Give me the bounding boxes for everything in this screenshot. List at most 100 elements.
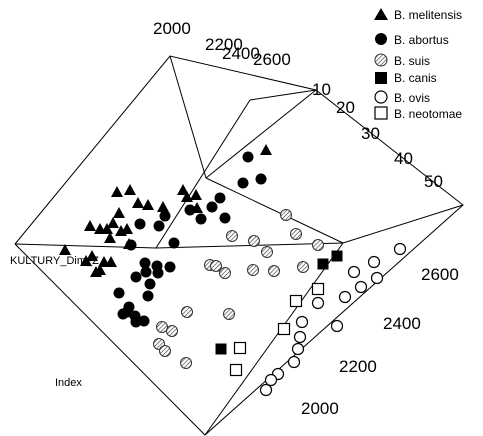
top-tick-label: 2600 bbox=[253, 50, 291, 69]
data-point bbox=[237, 177, 249, 189]
data-point bbox=[330, 319, 344, 333]
data-point bbox=[215, 343, 227, 355]
data-point bbox=[295, 315, 309, 329]
data-point bbox=[113, 207, 125, 218]
legend: B. melitensis B. abortus B. suis B. cani… bbox=[374, 8, 462, 121]
legend-item-b-suis: B. suis bbox=[374, 53, 430, 68]
left-axis-label: KULTURY_Dim_Z bbox=[10, 255, 99, 267]
right-lower-tick-label: 2400 bbox=[383, 314, 421, 333]
top-tick-label: 2000 bbox=[153, 19, 191, 38]
data-point bbox=[117, 308, 129, 320]
data-point bbox=[181, 306, 193, 318]
data-point bbox=[101, 223, 113, 234]
data-point bbox=[226, 230, 238, 242]
data-point bbox=[130, 316, 142, 328]
legend-item-b-neotomae: B. neotomae bbox=[374, 106, 462, 121]
data-point bbox=[233, 341, 247, 355]
data-point bbox=[331, 250, 343, 262]
data-point bbox=[84, 220, 96, 231]
legend-item-b-melitensis: B. melitensis bbox=[374, 8, 462, 22]
data-point bbox=[347, 265, 361, 279]
data-point bbox=[140, 266, 152, 278]
data-point bbox=[367, 255, 381, 269]
data-point bbox=[152, 267, 164, 279]
data-point bbox=[184, 204, 196, 216]
series-b-abortus bbox=[113, 151, 267, 328]
data-point bbox=[159, 345, 171, 357]
data-point bbox=[255, 173, 267, 185]
data-point bbox=[111, 186, 123, 197]
data-point bbox=[153, 220, 165, 232]
data-point bbox=[247, 264, 259, 276]
right-upper-axis-ticks: 10 20 30 40 50 bbox=[312, 80, 443, 191]
series-b-suis bbox=[153, 209, 324, 369]
legend-item-b-abortus: B. abortus bbox=[375, 33, 449, 47]
data-point bbox=[264, 373, 278, 387]
data-point bbox=[219, 212, 231, 224]
data-point bbox=[289, 294, 303, 308]
data-point bbox=[268, 265, 280, 277]
data-point bbox=[180, 357, 192, 369]
open-square-icon bbox=[374, 106, 388, 120]
data-point bbox=[317, 258, 329, 270]
data-point bbox=[210, 260, 222, 272]
data-point bbox=[181, 191, 193, 202]
data-point bbox=[190, 189, 202, 200]
filled-square-icon bbox=[375, 72, 387, 84]
series-b-melitensis bbox=[59, 144, 272, 277]
right-lower-axis-ticks: 2600 2400 2200 2000 bbox=[301, 265, 459, 418]
data-point bbox=[59, 244, 71, 255]
legend-label: B. suis bbox=[394, 54, 430, 68]
data-point bbox=[354, 280, 368, 294]
data-point bbox=[124, 184, 136, 195]
data-point bbox=[142, 290, 154, 302]
right-upper-tick-label: 20 bbox=[336, 98, 355, 117]
data-point bbox=[168, 237, 180, 249]
filled-triangle-icon bbox=[374, 8, 388, 20]
right-upper-tick-label: 40 bbox=[394, 149, 413, 168]
data-point bbox=[195, 213, 207, 225]
data-point bbox=[156, 321, 168, 333]
data-point bbox=[293, 330, 307, 344]
data-point bbox=[139, 257, 151, 269]
legend-label: B. melitensis bbox=[394, 8, 462, 22]
data-point bbox=[105, 256, 117, 267]
data-point bbox=[177, 184, 189, 195]
top-tick-label: 2200 bbox=[205, 35, 243, 54]
data-point bbox=[297, 261, 309, 273]
bottom-axis-label: Index bbox=[55, 377, 82, 389]
data-point bbox=[130, 271, 142, 283]
series-b-neotomae bbox=[229, 282, 325, 377]
data-point bbox=[261, 246, 273, 258]
data-point bbox=[229, 363, 243, 377]
data-point bbox=[223, 308, 235, 320]
data-point bbox=[338, 290, 352, 304]
data-point bbox=[311, 296, 325, 310]
legend-item-b-canis: B. canis bbox=[375, 71, 437, 85]
filled-circle-icon bbox=[375, 33, 387, 45]
data-point bbox=[242, 151, 254, 163]
data-point bbox=[157, 201, 169, 212]
data-point bbox=[132, 197, 144, 208]
data-point bbox=[107, 217, 119, 228]
data-point bbox=[166, 325, 178, 337]
legend-item-b-ovis: B. ovis bbox=[374, 90, 430, 105]
data-point bbox=[248, 235, 260, 247]
data-point bbox=[159, 210, 171, 222]
data-point bbox=[214, 192, 226, 204]
legend-label: B. neotomae bbox=[394, 107, 462, 121]
data-point bbox=[312, 239, 324, 251]
open-circle-icon bbox=[374, 90, 388, 104]
data-point bbox=[259, 383, 273, 397]
data-point bbox=[280, 209, 292, 221]
data-point bbox=[277, 322, 291, 336]
data-points bbox=[59, 144, 407, 397]
data-point bbox=[206, 201, 218, 213]
data-point bbox=[134, 218, 146, 230]
data-point bbox=[311, 282, 325, 296]
data-point bbox=[138, 315, 150, 327]
data-point bbox=[142, 199, 154, 210]
data-point bbox=[260, 144, 272, 155]
legend-label: B. canis bbox=[394, 71, 437, 85]
